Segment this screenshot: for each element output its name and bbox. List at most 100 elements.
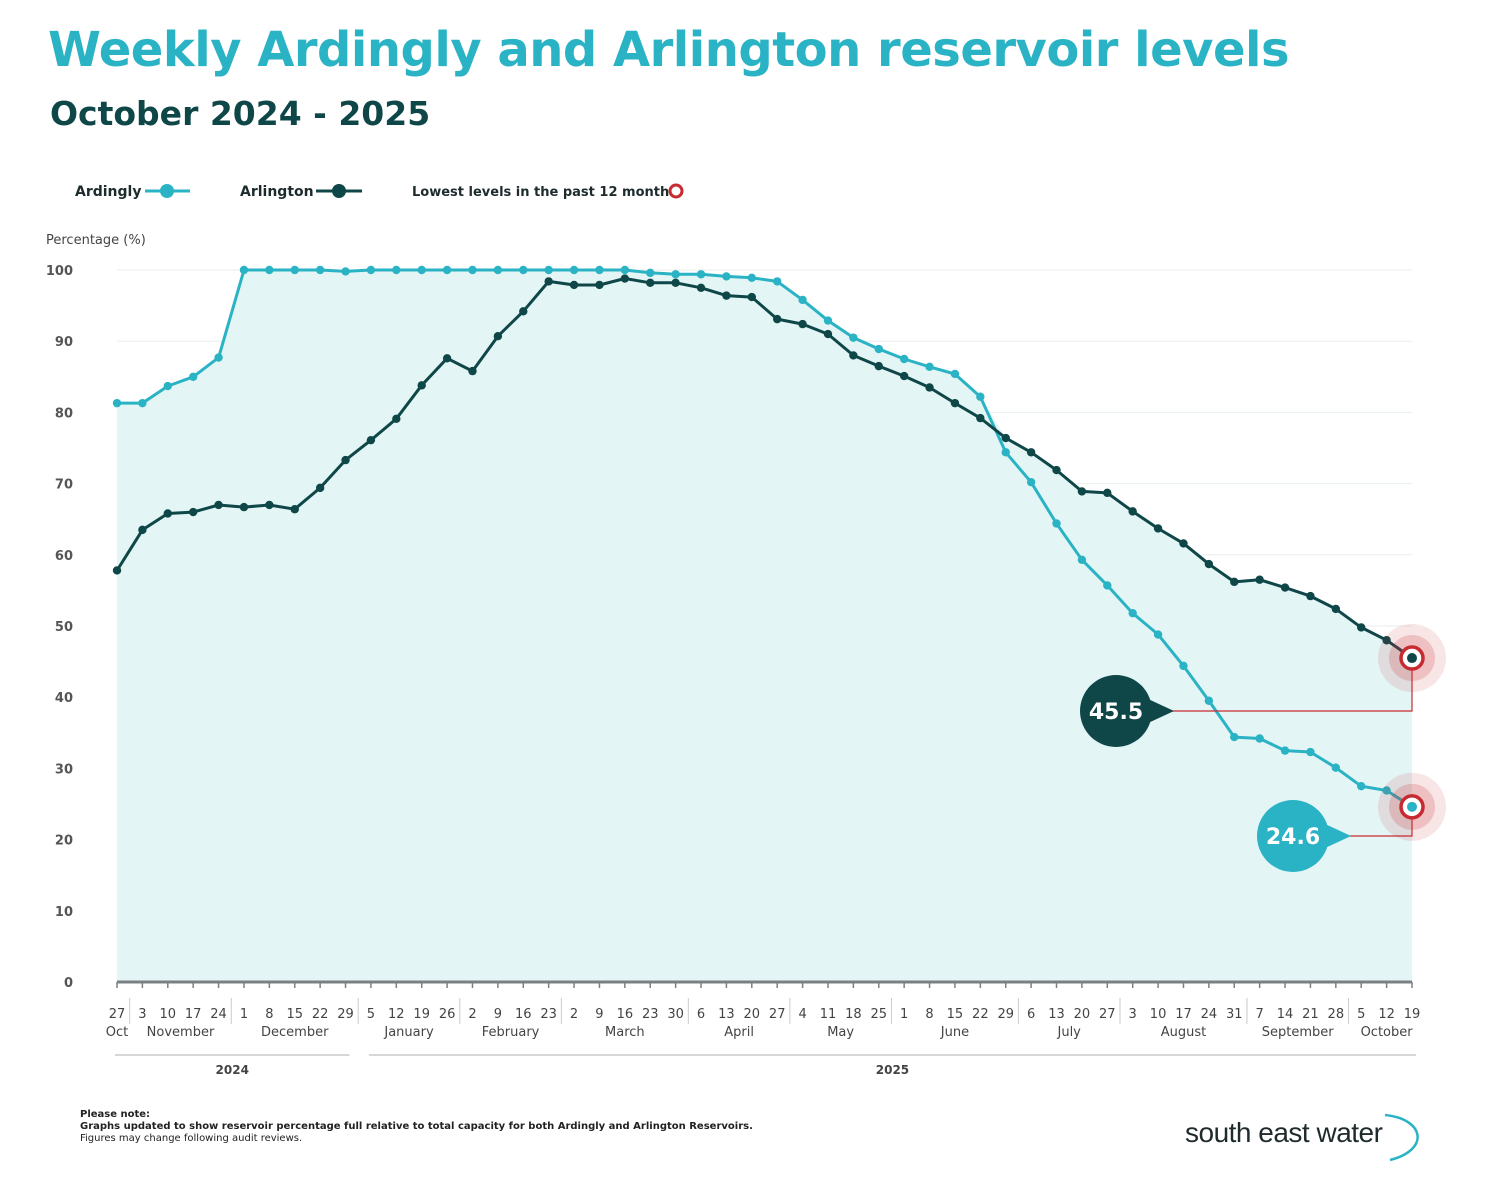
- y-tick-label: 80: [55, 406, 73, 421]
- legend-lowest-ring-icon: [668, 183, 684, 199]
- x-tick-label: 1: [240, 1007, 248, 1022]
- data-point-arlington: [976, 413, 985, 423]
- data-point-arlington: [747, 292, 757, 302]
- month-label: February: [482, 1025, 540, 1040]
- x-tick-label: 2: [570, 1007, 578, 1022]
- footnote-heading: Please note:: [80, 1109, 151, 1120]
- data-point-arlington: [290, 505, 299, 514]
- x-tick-label: 27: [109, 1007, 126, 1022]
- data-point-arlington: [341, 455, 350, 465]
- x-tick-label: 29: [337, 1007, 354, 1022]
- x-tick-label: 16: [617, 1007, 634, 1022]
- x-tick-label: 15: [286, 1007, 303, 1022]
- data-point-arlington: [1382, 636, 1391, 645]
- data-point-ardingly: [1077, 555, 1087, 564]
- data-point-arlington: [1077, 487, 1087, 496]
- month-label: May: [827, 1025, 854, 1040]
- data-point-ardingly: [1255, 734, 1264, 743]
- x-tick-label: 22: [312, 1007, 329, 1022]
- data-point-arlington: [899, 371, 909, 381]
- lowest-point-ardingly: [1407, 801, 1417, 812]
- data-point-ardingly: [950, 369, 960, 379]
- x-tick-label: 7: [1256, 1007, 1264, 1022]
- callout-value-ardingly: 24.6: [1266, 825, 1320, 850]
- x-tick-label: 25: [870, 1007, 887, 1022]
- data-point-arlington: [696, 283, 706, 292]
- month-label: January: [383, 1025, 434, 1040]
- data-point-arlington: [239, 502, 249, 512]
- data-point-arlington: [874, 361, 883, 371]
- data-point-arlington: [823, 329, 833, 339]
- x-tick-label: 19: [413, 1007, 430, 1022]
- data-point-ardingly: [442, 265, 452, 275]
- data-point-arlington: [519, 307, 528, 316]
- area-fill: [117, 270, 1412, 982]
- x-tick-label: 27: [1099, 1007, 1116, 1022]
- legend-label-ardingly: Ardingly: [75, 184, 141, 200]
- x-tick-label: 14: [1277, 1007, 1294, 1022]
- x-tick-label: 20: [1074, 1007, 1091, 1022]
- data-point-ardingly: [798, 295, 807, 305]
- data-point-ardingly: [646, 268, 655, 278]
- x-tick-label: 6: [697, 1007, 705, 1022]
- y-tick-label: 90: [55, 335, 73, 350]
- data-point-arlington: [493, 332, 503, 341]
- x-tick-label: 24: [1201, 1007, 1218, 1022]
- x-tick-label: 23: [540, 1007, 557, 1022]
- logo-wordmark: south east water: [1185, 1117, 1383, 1148]
- x-tick-label: 6: [1027, 1007, 1035, 1022]
- x-tick-label: 13: [1048, 1007, 1065, 1022]
- data-point-arlington: [772, 314, 782, 324]
- data-point-arlington: [392, 414, 401, 424]
- data-point-arlington: [1331, 604, 1341, 614]
- x-tick-label: 26: [439, 1007, 456, 1022]
- data-point-ardingly: [1026, 477, 1036, 487]
- y-tick-label: 100: [46, 264, 73, 279]
- legend-label-arlington: Arlington: [240, 184, 314, 200]
- y-tick-label: 10: [55, 905, 73, 920]
- y-tick-label: 0: [64, 976, 73, 991]
- south-east-water-logo: south east water: [1185, 1105, 1425, 1165]
- data-point-arlington: [1255, 575, 1264, 584]
- x-tick-label: 27: [769, 1007, 786, 1022]
- callout-value-arlington: 45.5: [1089, 700, 1143, 725]
- callout-pointer-arlington: [1146, 698, 1174, 724]
- callout-pointer-ardingly: [1323, 823, 1351, 849]
- x-tick-label: 22: [972, 1007, 989, 1022]
- callout-leader-arlington: [1162, 670, 1413, 712]
- data-point-ardingly: [976, 392, 985, 401]
- data-point-arlington: [1128, 507, 1137, 516]
- data-point-arlington: [214, 500, 223, 510]
- data-point-arlington: [468, 366, 477, 376]
- data-point-arlington: [671, 278, 680, 288]
- data-point-ardingly: [772, 277, 782, 286]
- data-point-ardingly: [569, 265, 579, 275]
- data-point-arlington: [366, 435, 376, 445]
- month-label: September: [1262, 1025, 1335, 1040]
- x-tick-label: 15: [947, 1007, 964, 1022]
- chart-title: Weekly Ardingly and Arlington reservoir …: [48, 22, 1290, 78]
- data-point-arlington: [1153, 524, 1163, 533]
- data-point-ardingly: [1382, 786, 1391, 795]
- data-point-ardingly: [188, 372, 198, 381]
- data-point-ardingly: [849, 333, 858, 342]
- data-point-arlington: [798, 319, 807, 329]
- data-point-arlington: [595, 280, 604, 290]
- x-tick-label: 3: [138, 1007, 146, 1022]
- data-point-arlington: [265, 500, 274, 510]
- data-point-ardingly: [315, 265, 325, 275]
- data-point-arlington: [569, 280, 579, 290]
- x-tick-label: 9: [494, 1007, 502, 1022]
- x-tick-label: 5: [367, 1007, 375, 1022]
- y-tick-label: 40: [55, 691, 73, 706]
- x-tick-label: 23: [642, 1007, 659, 1022]
- legend-swatch-arlington-dot: [332, 184, 346, 198]
- data-point-arlington: [1179, 539, 1188, 548]
- data-point-ardingly: [493, 265, 503, 275]
- data-point-ardingly: [1357, 782, 1366, 791]
- data-point-arlington: [442, 354, 452, 363]
- data-point-arlington: [1230, 577, 1239, 587]
- data-point-ardingly: [239, 265, 249, 275]
- data-point-ardingly: [620, 265, 630, 275]
- data-point-ardingly: [1280, 746, 1290, 755]
